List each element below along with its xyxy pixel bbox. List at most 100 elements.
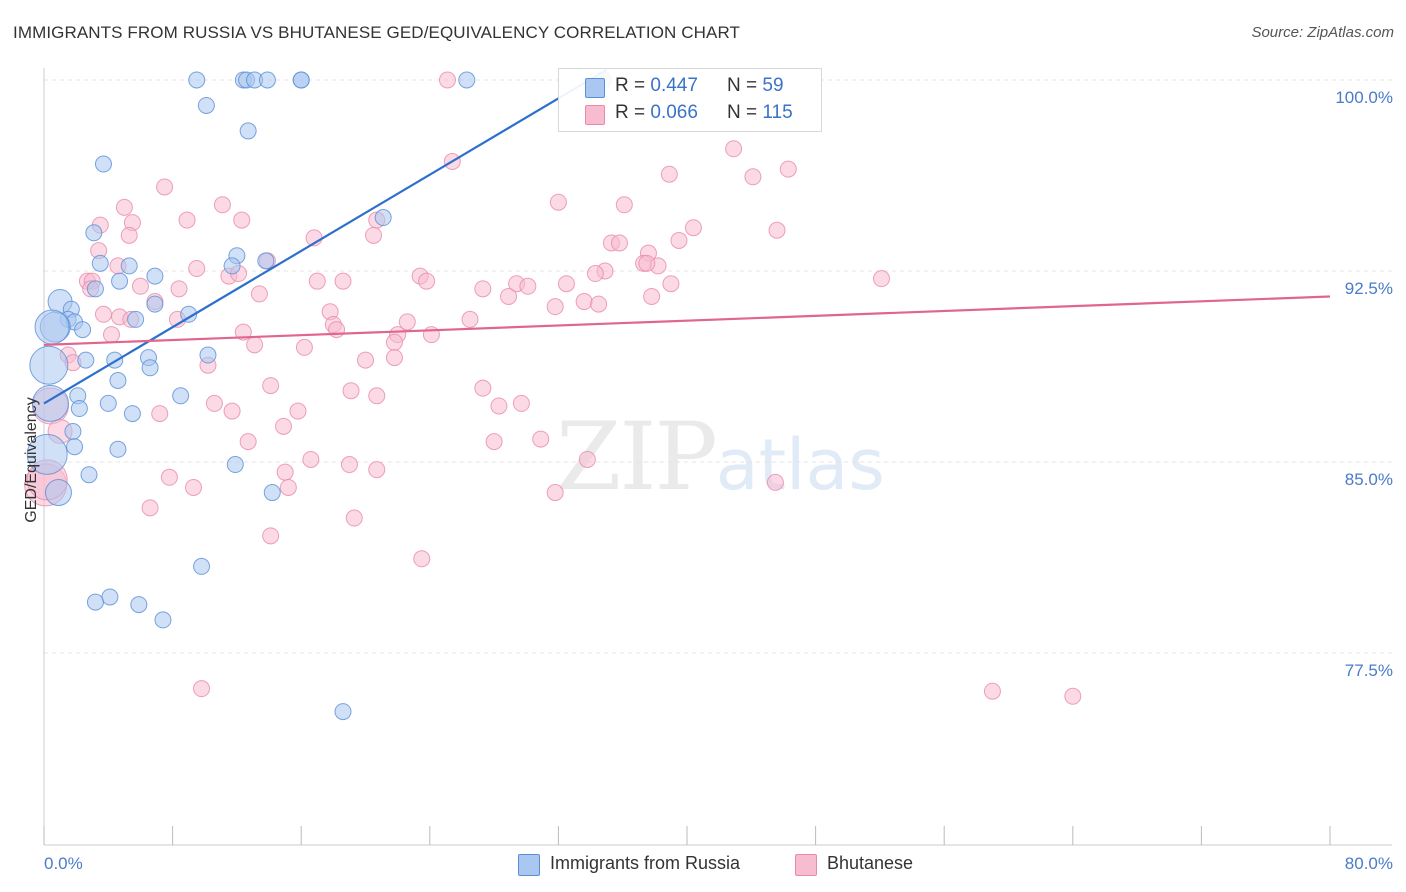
bhutanese-point-76: [357, 351, 374, 369]
russia-point-47: [226, 456, 244, 474]
russia-point-40: [70, 400, 88, 418]
russia-point-22: [146, 295, 164, 313]
russia-point-16: [120, 257, 138, 275]
bhutanese-point-103: [184, 478, 202, 496]
russia-point-48: [80, 466, 98, 484]
legend-n-bhutanese: N = 115: [727, 102, 793, 123]
bhutanese-point-113: [1064, 687, 1082, 705]
bhutanese-point-43: [418, 272, 436, 290]
russia-point-19: [111, 272, 129, 290]
bhutanese-point-42: [334, 272, 352, 290]
russia-point-15: [91, 254, 109, 272]
gridlines: [44, 79, 1392, 654]
bhutanese-trend-line: [43, 295, 1331, 346]
bhutanese-point-82: [342, 382, 360, 400]
bhutanese-point-18: [768, 221, 786, 239]
legend-n-russia: N = 59: [727, 75, 784, 96]
bhutanese-point-31: [586, 265, 604, 283]
x-tick-label-0: 0.0%: [44, 854, 83, 873]
legend-swatch-russia: [585, 78, 605, 98]
legend-label-russia: Immigrants from Russia: [550, 853, 741, 873]
russia-point-57: [292, 71, 310, 89]
y-tick-label-0: 100.0%: [1335, 88, 1393, 107]
legend-r-russia: R = 0.447: [615, 75, 698, 96]
bhutanese-point-84: [205, 394, 223, 412]
russia-point-51: [193, 557, 211, 575]
bhutanese-point-60: [94, 305, 112, 323]
bhutanese-point-0: [438, 71, 456, 89]
bhutanese-point-67: [328, 321, 346, 339]
russia-point-18: [146, 267, 164, 285]
russia-point-30: [199, 346, 217, 364]
russia-point-56: [334, 703, 352, 721]
series-russia-points: [26, 71, 612, 721]
russia-point-50: [263, 484, 281, 502]
bhutanese-point-49: [131, 277, 149, 295]
legend-r-bhutanese: R = 0.066: [615, 102, 698, 123]
russia-point-29: [74, 321, 92, 339]
russia-point-32: [77, 351, 95, 369]
legend-label-bhutanese: Bhutanese: [827, 853, 914, 873]
legend-stats: R = 0.447 N = 59 R = 0.066 N = 115: [558, 68, 822, 132]
bhutanese-point-112: [983, 682, 1001, 700]
bhutanese-point-55: [575, 293, 593, 311]
bhutanese-point-64: [398, 313, 416, 331]
trend-lines: [43, 68, 1331, 405]
bhutanese-point-89: [151, 405, 169, 423]
bhutanese-point-4: [779, 160, 797, 178]
bhutanese-point-111: [193, 680, 211, 698]
bhutanese-point-17: [684, 219, 702, 237]
watermark-atlas: atlas: [715, 424, 885, 506]
bhutanese-point-108: [345, 509, 363, 527]
bhutanese-point-97: [578, 450, 596, 468]
bhutanese-point-51: [474, 280, 492, 298]
bhutanese-point-74: [295, 338, 313, 356]
russia-point-12: [85, 224, 103, 242]
bhutanese-point-71: [103, 326, 121, 344]
bhutanese-point-95: [532, 430, 550, 448]
russia-point-24: [180, 305, 198, 323]
bhutanese-point-77: [385, 349, 403, 367]
bhutanese-point-72: [385, 333, 403, 351]
russia-point-10: [94, 155, 112, 173]
bhutanese-point-7: [156, 178, 174, 196]
bhutanese-point-50: [250, 285, 268, 303]
y-tick-label-1: 92.5%: [1345, 279, 1393, 298]
y-tick-label-2: 85.0%: [1345, 470, 1393, 489]
russia-point-4: [258, 71, 276, 89]
russia-point-8: [197, 96, 215, 114]
bhutanese-point-52: [170, 280, 188, 298]
russia-point-46: [26, 433, 68, 475]
russia-point-54: [130, 596, 148, 614]
bhutanese-point-109: [262, 527, 280, 545]
russia-point-53: [86, 593, 104, 611]
source-label: Source: ZipAtlas.com: [1251, 24, 1394, 41]
bhutanese-point-45: [557, 275, 575, 293]
bhutanese-point-41: [308, 272, 326, 290]
russia-point-6: [458, 71, 476, 89]
russia-point-0: [188, 71, 206, 89]
y-axis-label: GED/Equivalency: [23, 397, 40, 523]
russia-point-34: [141, 359, 159, 377]
russia-point-36: [109, 372, 127, 390]
bhutanese-point-47: [519, 277, 537, 295]
bhutanese-point-101: [160, 468, 178, 486]
bhutanese-point-6: [660, 165, 678, 183]
russia-point-49: [44, 479, 72, 507]
russia-point-55: [154, 611, 172, 629]
russia-point-37: [172, 387, 190, 405]
russia-trend-line: [43, 68, 608, 405]
y-tick-label-3: 77.5%: [1345, 661, 1393, 680]
bhutanese-point-13: [233, 211, 251, 229]
bhutanese-point-9: [213, 196, 231, 214]
bhutanese-point-90: [289, 402, 307, 420]
bhutanese-point-2: [725, 140, 743, 158]
russia-point-39: [99, 394, 117, 412]
bhutanese-point-58: [546, 298, 564, 316]
bhutanese-point-86: [512, 394, 530, 412]
russia-point-14: [257, 252, 275, 270]
russia-point-17: [223, 257, 241, 275]
tick-labels: 100.0% 92.5% 85.0% 77.5% 0.0% 80.0%: [44, 88, 1393, 873]
bhutanese-point-21: [365, 226, 383, 244]
